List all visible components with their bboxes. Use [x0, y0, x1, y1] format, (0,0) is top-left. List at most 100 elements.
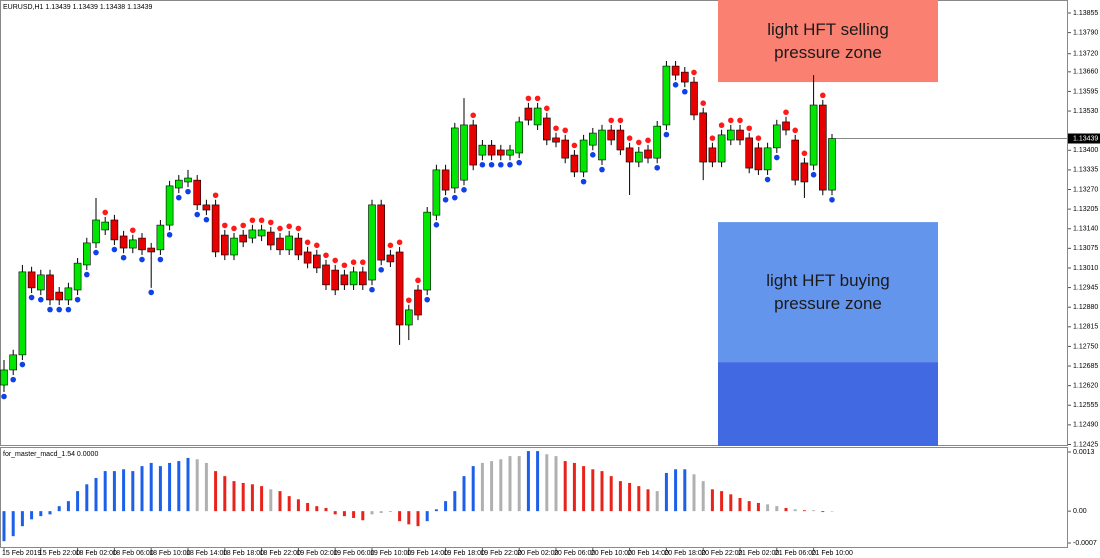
histogram-bar	[352, 511, 356, 518]
histogram-bar	[76, 491, 80, 512]
x-tick-label: 21 Feb 06:00	[775, 550, 816, 557]
indicator-title: for_master_macd_1.54 0.0000	[3, 451, 98, 458]
histogram-bar	[379, 511, 383, 513]
candle-body	[644, 149, 652, 159]
signal-dot	[534, 95, 541, 102]
histogram-bar	[600, 471, 604, 512]
candle-body	[276, 237, 284, 251]
last-price-label: 1.13439	[1073, 135, 1098, 142]
candle-body	[83, 242, 91, 266]
signal-dot	[38, 296, 44, 303]
histogram-bar	[223, 476, 227, 512]
candle-body	[809, 104, 818, 166]
signal-dot	[525, 95, 532, 102]
histogram-bar	[591, 469, 595, 512]
y-tick-label: 1.13270	[1073, 186, 1098, 193]
signal-dot	[755, 135, 762, 142]
signal-dot	[498, 161, 504, 168]
candle-body	[147, 247, 155, 253]
signal-dot	[258, 217, 265, 224]
y-tick-label: 1.13720	[1073, 51, 1098, 58]
signal-dot	[507, 161, 513, 168]
candle-body	[119, 235, 128, 249]
histogram-bar	[416, 511, 420, 527]
histogram-bar	[821, 511, 825, 513]
candle-body	[266, 231, 275, 246]
histogram-bar	[296, 499, 300, 512]
histogram-bar	[195, 459, 199, 512]
signal-dot	[700, 100, 706, 107]
histogram-bar	[333, 511, 337, 515]
histogram-bar	[738, 497, 742, 512]
histogram-bar	[674, 469, 678, 512]
candle-body	[772, 124, 781, 149]
histogram-bar	[729, 494, 733, 512]
signal-dot	[774, 154, 780, 161]
y-tick-label: 1.12620	[1073, 382, 1098, 389]
candle-body	[221, 234, 229, 256]
y-tick-label: 1.13400	[1073, 147, 1098, 154]
signal-dot	[341, 262, 348, 269]
x-tick-label: 21 Feb 02:00	[738, 550, 779, 557]
signal-dot	[314, 242, 320, 249]
candle-body	[496, 149, 505, 156]
candle-body	[763, 147, 772, 171]
histogram-bar	[830, 511, 834, 512]
candle-body	[386, 254, 395, 263]
last-price-box	[1068, 133, 1100, 144]
histogram-bar	[766, 504, 770, 512]
candle-body	[129, 239, 137, 249]
candle-body	[450, 127, 459, 189]
candle-body	[818, 104, 827, 191]
candle-body	[506, 149, 514, 156]
candle-body	[690, 81, 698, 116]
histogram-bar	[103, 471, 107, 512]
x-tick-label: 18 Feb 02:00	[76, 550, 117, 557]
x-tick-label: 19 Feb 06:00	[333, 550, 374, 557]
signal-dot	[120, 254, 127, 261]
candle-body	[736, 129, 744, 141]
histogram-bar	[177, 461, 181, 512]
signal-dot	[415, 277, 421, 284]
x-tick-label: 20 Feb 22:00	[701, 550, 742, 557]
candle-body	[745, 137, 754, 169]
zone	[718, 0, 938, 83]
candle-body	[211, 204, 220, 253]
histogram-bar	[480, 462, 484, 512]
signal-dot	[295, 225, 302, 232]
candle-body	[377, 204, 386, 261]
histogram-bar	[784, 507, 788, 512]
candle-body	[460, 124, 468, 181]
histogram-bar	[646, 489, 650, 512]
histogram-bar	[683, 469, 687, 512]
y-tick-label: 1.12425	[1073, 441, 1098, 448]
signal-dot	[277, 225, 283, 232]
histogram-bar	[278, 491, 282, 512]
candle-body	[432, 169, 441, 216]
candle-body	[414, 289, 422, 316]
x-tick-label: 18 Feb 22:00	[260, 550, 301, 557]
signal-dot	[56, 306, 62, 313]
x-tick-label: 21 Feb 10:00	[812, 550, 853, 557]
candle-body	[27, 271, 36, 289]
candle-body	[404, 309, 413, 326]
y-tick-label: 1.13790	[1073, 29, 1098, 36]
histogram-bar	[370, 511, 374, 515]
x-tick-label: 15 Feb 22:00	[39, 550, 80, 557]
histogram-bar	[168, 462, 172, 512]
candle-body	[9, 354, 17, 371]
signal-dot	[332, 257, 339, 264]
histogram-bar	[241, 482, 245, 512]
signal-dot	[286, 223, 293, 230]
candle-body	[625, 147, 634, 163]
signal-dot	[268, 219, 274, 226]
candle-body	[579, 139, 588, 173]
y-tick-label: 1.13530	[1073, 108, 1098, 115]
candle-body	[699, 112, 708, 163]
histogram-bar	[692, 474, 696, 512]
signal-dot	[820, 92, 826, 99]
signal-dot	[139, 256, 145, 263]
histogram-bar	[250, 484, 254, 512]
candle-body	[322, 264, 330, 286]
histogram-bar	[131, 471, 135, 512]
